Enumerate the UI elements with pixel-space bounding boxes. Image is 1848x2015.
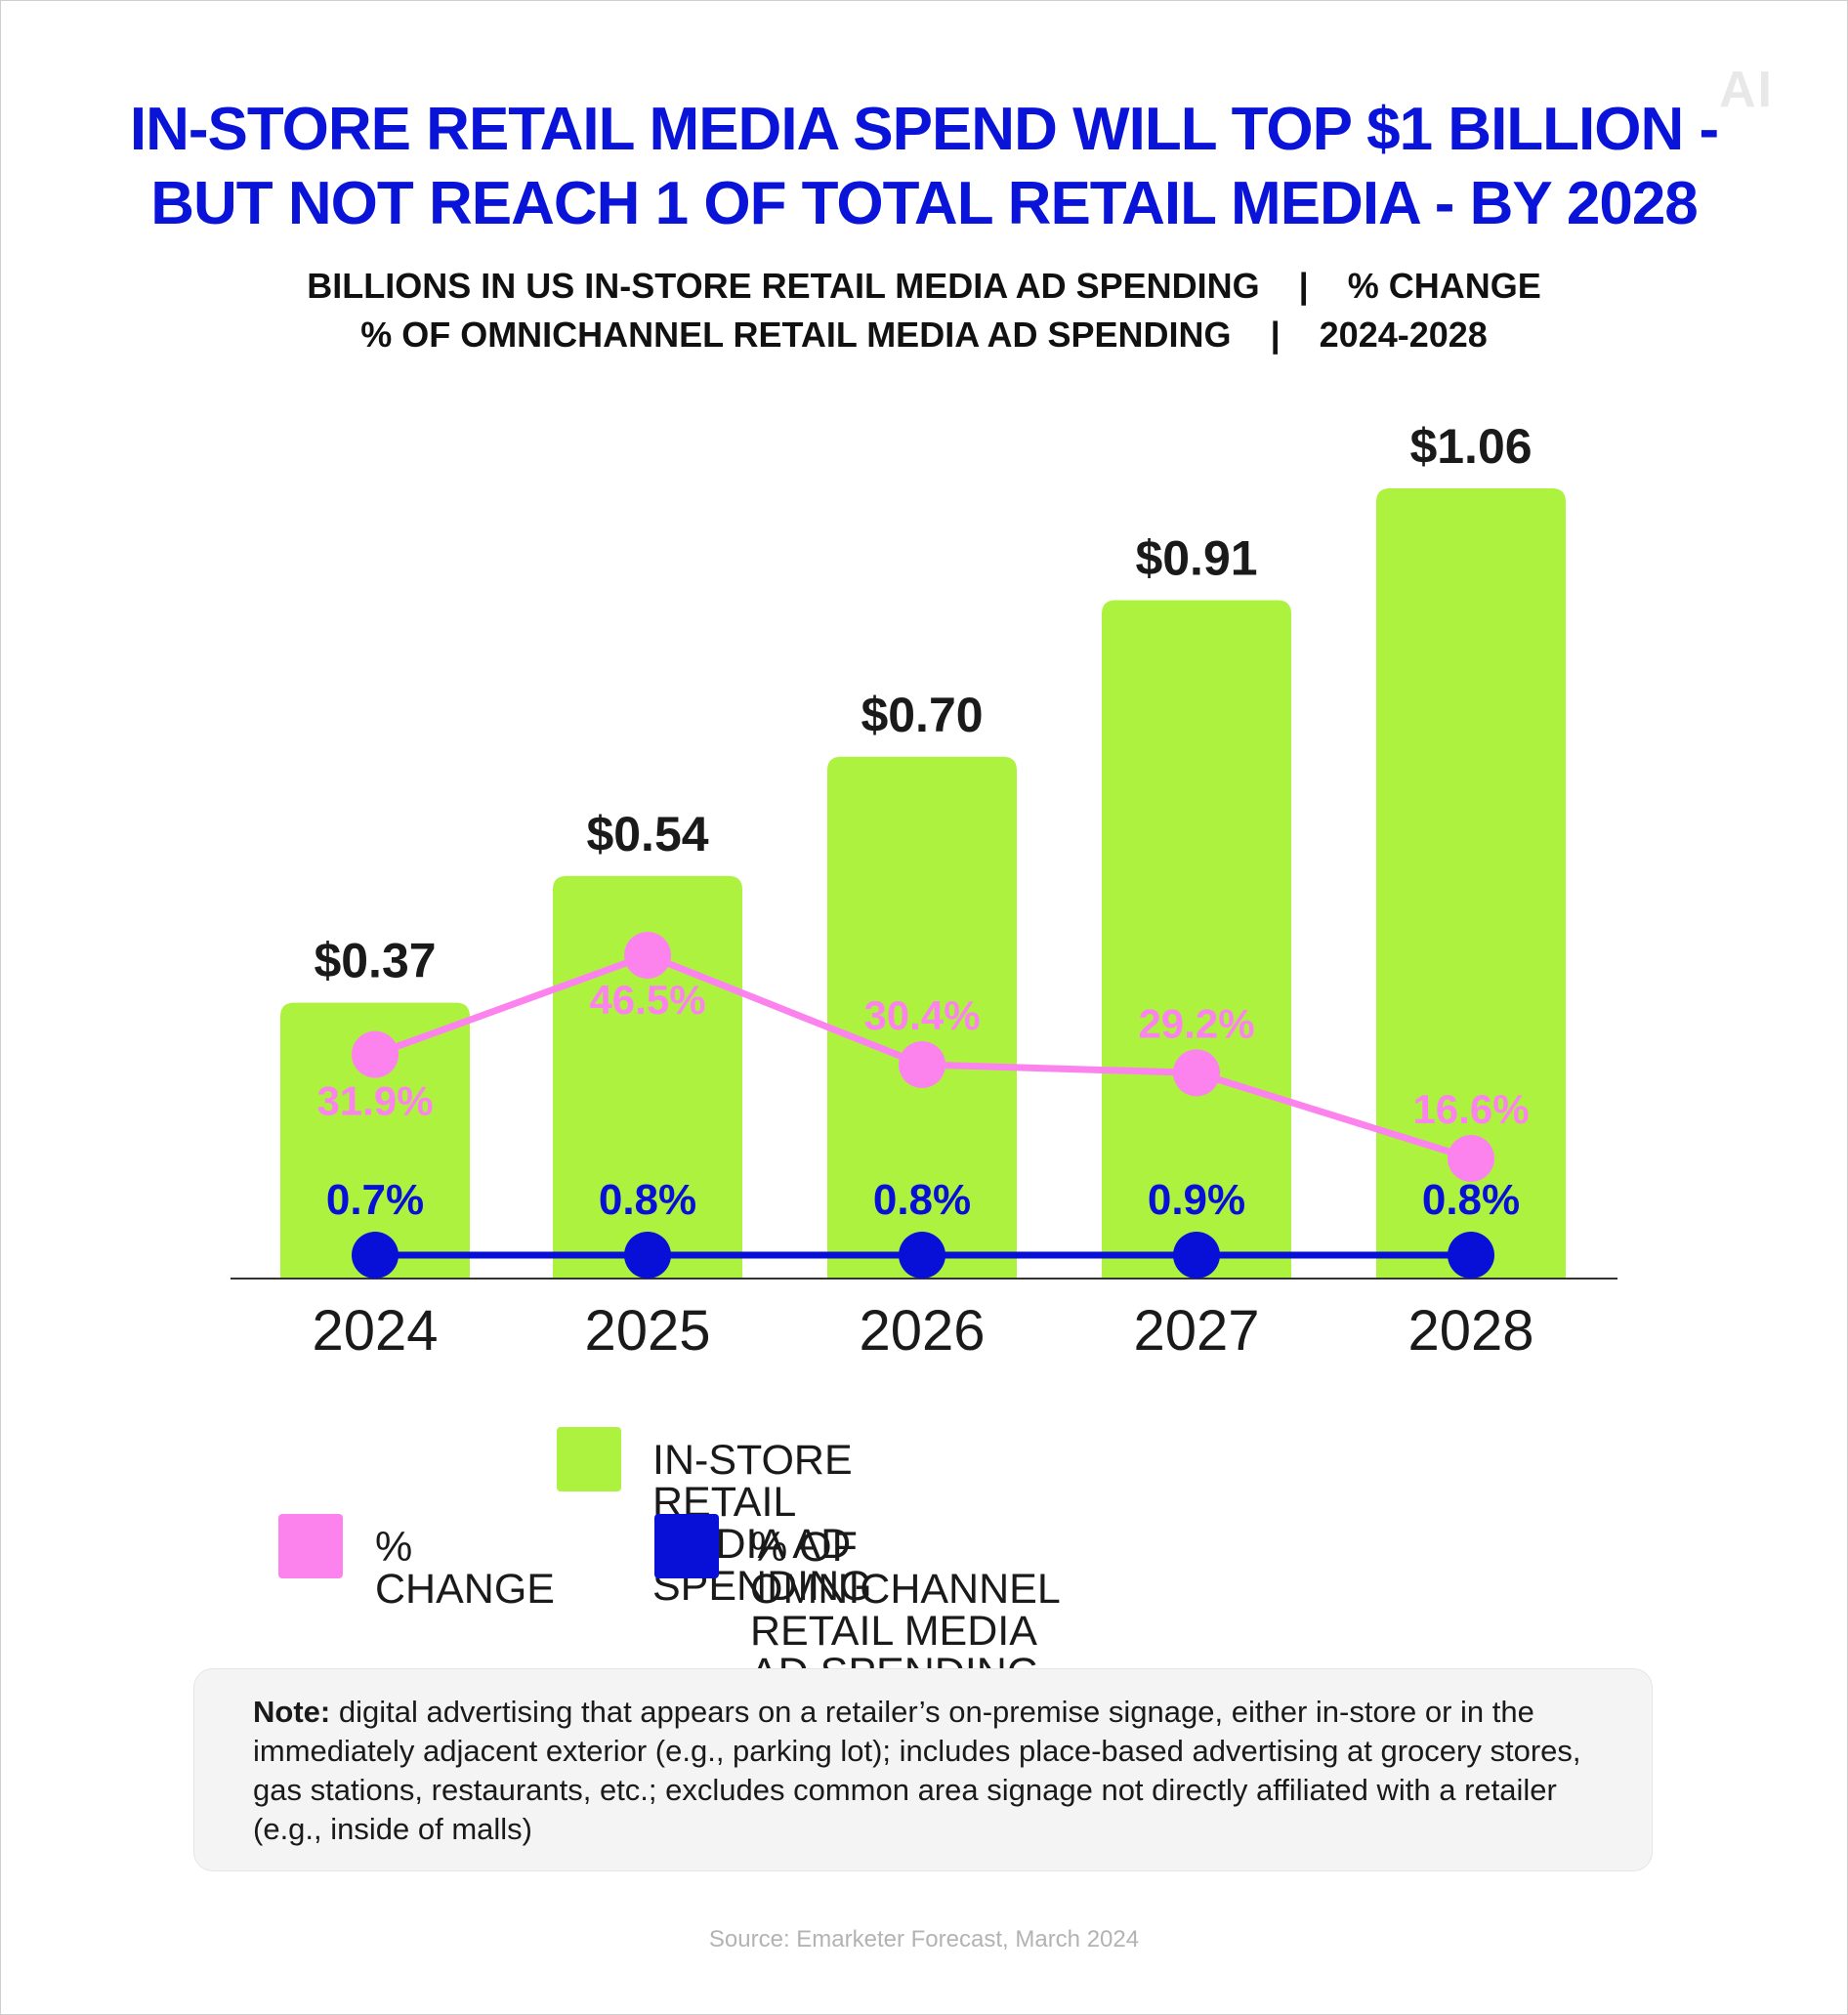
- bar-value-label-2026: $0.70: [861, 688, 983, 742]
- bar-value-label-2025: $0.54: [586, 807, 708, 861]
- subtitle-line-1: BILLIONS IN US IN-STORE RETAIL MEDIA AD …: [307, 266, 1541, 306]
- change-point-2026: [899, 1041, 945, 1088]
- bar-2027: [1102, 600, 1291, 1279]
- share-point-2025: [624, 1232, 671, 1279]
- x-tick-label-2024: 2024: [312, 1299, 438, 1363]
- bar-value-label-2028: $1.06: [1409, 419, 1532, 474]
- change-point-2028: [1448, 1135, 1494, 1182]
- change-value-label-2024: 31.9%: [316, 1078, 433, 1124]
- share-value-label-2028: 0.8%: [1422, 1176, 1520, 1224]
- subtitle-line-2: % OF OMNICHANNEL RETAIL MEDIA AD SPENDIN…: [360, 315, 1488, 355]
- change-value-label-2026: 30.4%: [863, 992, 980, 1038]
- share-point-2028: [1448, 1232, 1494, 1279]
- bar-2028: [1376, 488, 1566, 1279]
- bar-2026: [827, 756, 1017, 1279]
- change-value-label-2025: 46.5%: [589, 977, 705, 1023]
- chart-plot: $0.37 $0.54 $0.70 $0.91 $1.06 2024 2025 2026 202…: [231, 419, 1617, 1363]
- share-value-label-2024: 0.7%: [326, 1176, 424, 1224]
- legend-bar-swatch: [557, 1427, 621, 1491]
- bar-2024: [280, 1002, 470, 1279]
- change-value-label-2027: 29.2%: [1138, 1000, 1254, 1046]
- change-value-label-2028: 16.6%: [1412, 1086, 1529, 1132]
- bar-value-label-2024: $0.37: [314, 934, 436, 988]
- change-point-2025: [624, 932, 671, 979]
- share-value-label-2025: 0.8%: [599, 1176, 696, 1224]
- note-label: Note:: [253, 1695, 331, 1729]
- legend-change-swatch: [278, 1514, 343, 1578]
- share-value-label-2026: 0.8%: [873, 1176, 971, 1224]
- share-value-label-2027: 0.9%: [1148, 1176, 1245, 1224]
- chart-subtitle: BILLIONS IN US IN-STORE RETAIL MEDIA AD …: [0, 262, 1848, 359]
- brand-logo: AI: [1719, 62, 1774, 118]
- change-point-2027: [1173, 1049, 1220, 1097]
- share-point-2027: [1173, 1232, 1220, 1279]
- x-tick-label-2026: 2026: [859, 1299, 985, 1363]
- source-text: Source: Emarketer Forecast, March 2024: [708, 1926, 1140, 1952]
- x-tick-label-2025: 2025: [584, 1299, 710, 1363]
- bar-value-label-2027: $0.91: [1135, 530, 1257, 585]
- change-point-2024: [352, 1030, 399, 1078]
- title-line-1: IN-STORE RETAIL MEDIA SPEND WILL TOP $1 …: [129, 96, 1719, 163]
- legend-bar-label: IN-STORE RETAIL MEDIA AD SPENDING: [652, 1437, 872, 1610]
- x-tick-label-2027: 2027: [1133, 1299, 1259, 1363]
- note-box: Note: digital advertising that appears o…: [193, 1668, 1653, 1871]
- legend-share-swatch: [654, 1514, 719, 1578]
- chart-title: IN-STORE RETAIL MEDIA SPEND WILL TOP $1 …: [0, 93, 1848, 241]
- share-point-2026: [899, 1232, 945, 1279]
- x-tick-label-2028: 2028: [1407, 1299, 1533, 1363]
- title-line-2: BUT NOT REACH 1 OF TOTAL RETAIL MEDIA - …: [150, 170, 1699, 237]
- note-text: digital advertising that appears on a re…: [253, 1695, 1581, 1846]
- share-point-2024: [352, 1232, 399, 1279]
- legend-change-label: % CHANGE: [375, 1524, 555, 1613]
